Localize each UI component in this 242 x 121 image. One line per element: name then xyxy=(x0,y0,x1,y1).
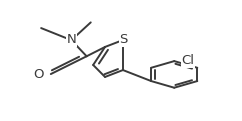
Text: N: N xyxy=(67,33,76,46)
Text: Cl: Cl xyxy=(182,54,195,67)
Text: S: S xyxy=(120,33,128,46)
Text: O: O xyxy=(34,68,44,81)
